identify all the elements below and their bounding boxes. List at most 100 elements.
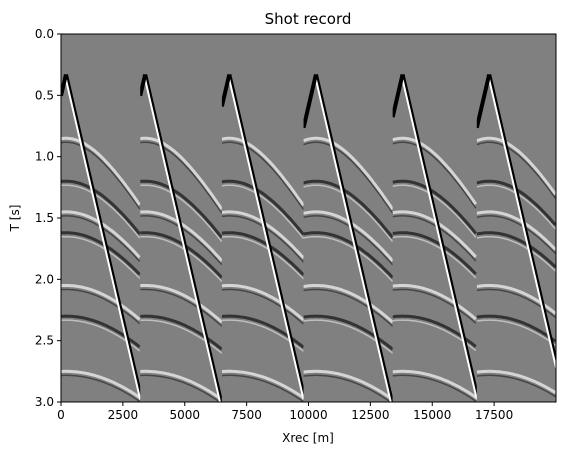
first-arrival xyxy=(228,79,304,400)
reflection-event xyxy=(140,231,222,279)
reflection-event xyxy=(476,136,556,196)
reflection-event xyxy=(392,215,477,262)
first-arrival xyxy=(140,74,148,97)
shot-panel-4 xyxy=(303,74,393,402)
x-tick-label: 12500 xyxy=(351,408,389,422)
reflection-event xyxy=(61,136,141,206)
y-tick-label: 3.0 xyxy=(35,395,54,409)
reflection-event xyxy=(221,231,304,276)
chart-title: Shot record xyxy=(265,10,352,28)
first-arrival xyxy=(313,74,393,402)
reflection-event xyxy=(140,235,222,283)
reflection-event xyxy=(476,235,556,272)
reflection-event xyxy=(140,284,222,324)
reflection-event xyxy=(303,136,393,211)
reflection-event xyxy=(140,369,222,401)
reflection-event xyxy=(221,141,304,211)
reflection-event xyxy=(392,374,477,402)
reflection-event xyxy=(392,231,477,275)
x-tick-label: 7500 xyxy=(231,408,262,422)
reflection-event xyxy=(221,284,304,322)
reflection-event xyxy=(61,179,141,235)
reflection-event xyxy=(221,374,304,402)
reflection-event xyxy=(61,374,141,402)
reflection-event xyxy=(61,141,141,210)
x-tick-label: 17500 xyxy=(475,408,513,422)
y-tick-label: 2.5 xyxy=(35,334,54,348)
x-axis-ticks: 0 2500 5000 7500 10000 12500 15000 17500 xyxy=(57,402,513,422)
reflection-event xyxy=(303,235,393,283)
reflection-event xyxy=(221,179,304,236)
reflection-event xyxy=(476,369,556,394)
reflection-event xyxy=(392,141,477,209)
reflection-event xyxy=(303,284,393,324)
x-tick-label: 5000 xyxy=(169,408,200,422)
reflection-event xyxy=(61,231,141,276)
plot-background xyxy=(61,34,556,402)
x-tick-label: 10000 xyxy=(289,408,327,422)
first-arrival xyxy=(221,74,232,107)
y-axis-ticks: 0.0 0.5 1.0 1.5 2.0 2.5 3.0 xyxy=(35,27,61,409)
reflection-event xyxy=(303,215,393,266)
first-arrival xyxy=(144,79,222,402)
reflection-event xyxy=(392,369,477,399)
y-tick-label: 0.5 xyxy=(35,88,54,102)
reflection-event xyxy=(140,288,222,327)
x-tick-label: 15000 xyxy=(413,408,451,422)
first-arrival xyxy=(488,79,556,368)
y-tick-label: 1.0 xyxy=(35,150,54,164)
reflection-event xyxy=(140,141,222,214)
reflection-event xyxy=(392,136,477,206)
x-axis-label: Xrec [m] xyxy=(282,431,334,445)
reflection-event xyxy=(476,141,556,199)
first-arrival xyxy=(64,74,141,395)
shot-panel-1 xyxy=(61,74,141,402)
reflection-event xyxy=(140,374,221,402)
reflection-event xyxy=(303,179,393,239)
y-tick-label: 1.5 xyxy=(35,211,54,225)
reflection-event xyxy=(392,284,477,321)
reflection-event xyxy=(476,314,556,343)
reflection-event xyxy=(392,184,477,238)
reflection-event xyxy=(221,235,304,280)
shot-panel-6 xyxy=(476,74,556,398)
reflection-event xyxy=(61,288,141,325)
y-axis-label: T [s] xyxy=(8,205,22,233)
reflection-event xyxy=(392,210,477,258)
first-arrival xyxy=(487,74,556,363)
reflection-event xyxy=(303,141,393,214)
reflection-event xyxy=(476,210,556,251)
reflection-event xyxy=(140,184,222,243)
reflection-event xyxy=(476,215,556,255)
reflection-event xyxy=(140,179,222,239)
reflection-event xyxy=(140,136,222,211)
x-tick-label: 0 xyxy=(57,408,65,422)
reflection-event xyxy=(61,284,141,321)
reflection-event xyxy=(476,231,556,269)
reflection-event xyxy=(303,374,392,402)
reflection-event xyxy=(476,319,556,346)
first-arrival xyxy=(303,74,318,129)
reflection-event xyxy=(61,369,141,399)
first-arrival xyxy=(227,74,304,395)
reflection-event xyxy=(221,136,304,207)
first-arrival xyxy=(143,74,222,402)
first-arrival xyxy=(476,74,492,129)
first-arrival xyxy=(314,79,392,402)
first-arrival xyxy=(401,79,477,400)
reflection-event xyxy=(303,231,393,279)
reflection-event xyxy=(303,184,393,243)
shot-panel-5 xyxy=(392,74,477,402)
first-arrival xyxy=(64,79,141,400)
shot-panel-2 xyxy=(140,74,222,402)
shot-panel-3 xyxy=(221,74,304,402)
reflection-event xyxy=(221,184,304,240)
reflection-event xyxy=(221,288,304,325)
first-arrival xyxy=(400,74,477,395)
first-arrival xyxy=(392,74,405,118)
reflection-event xyxy=(221,369,304,400)
reflection-event xyxy=(476,374,556,398)
reflection-event xyxy=(392,235,477,279)
reflection-event xyxy=(61,184,141,239)
